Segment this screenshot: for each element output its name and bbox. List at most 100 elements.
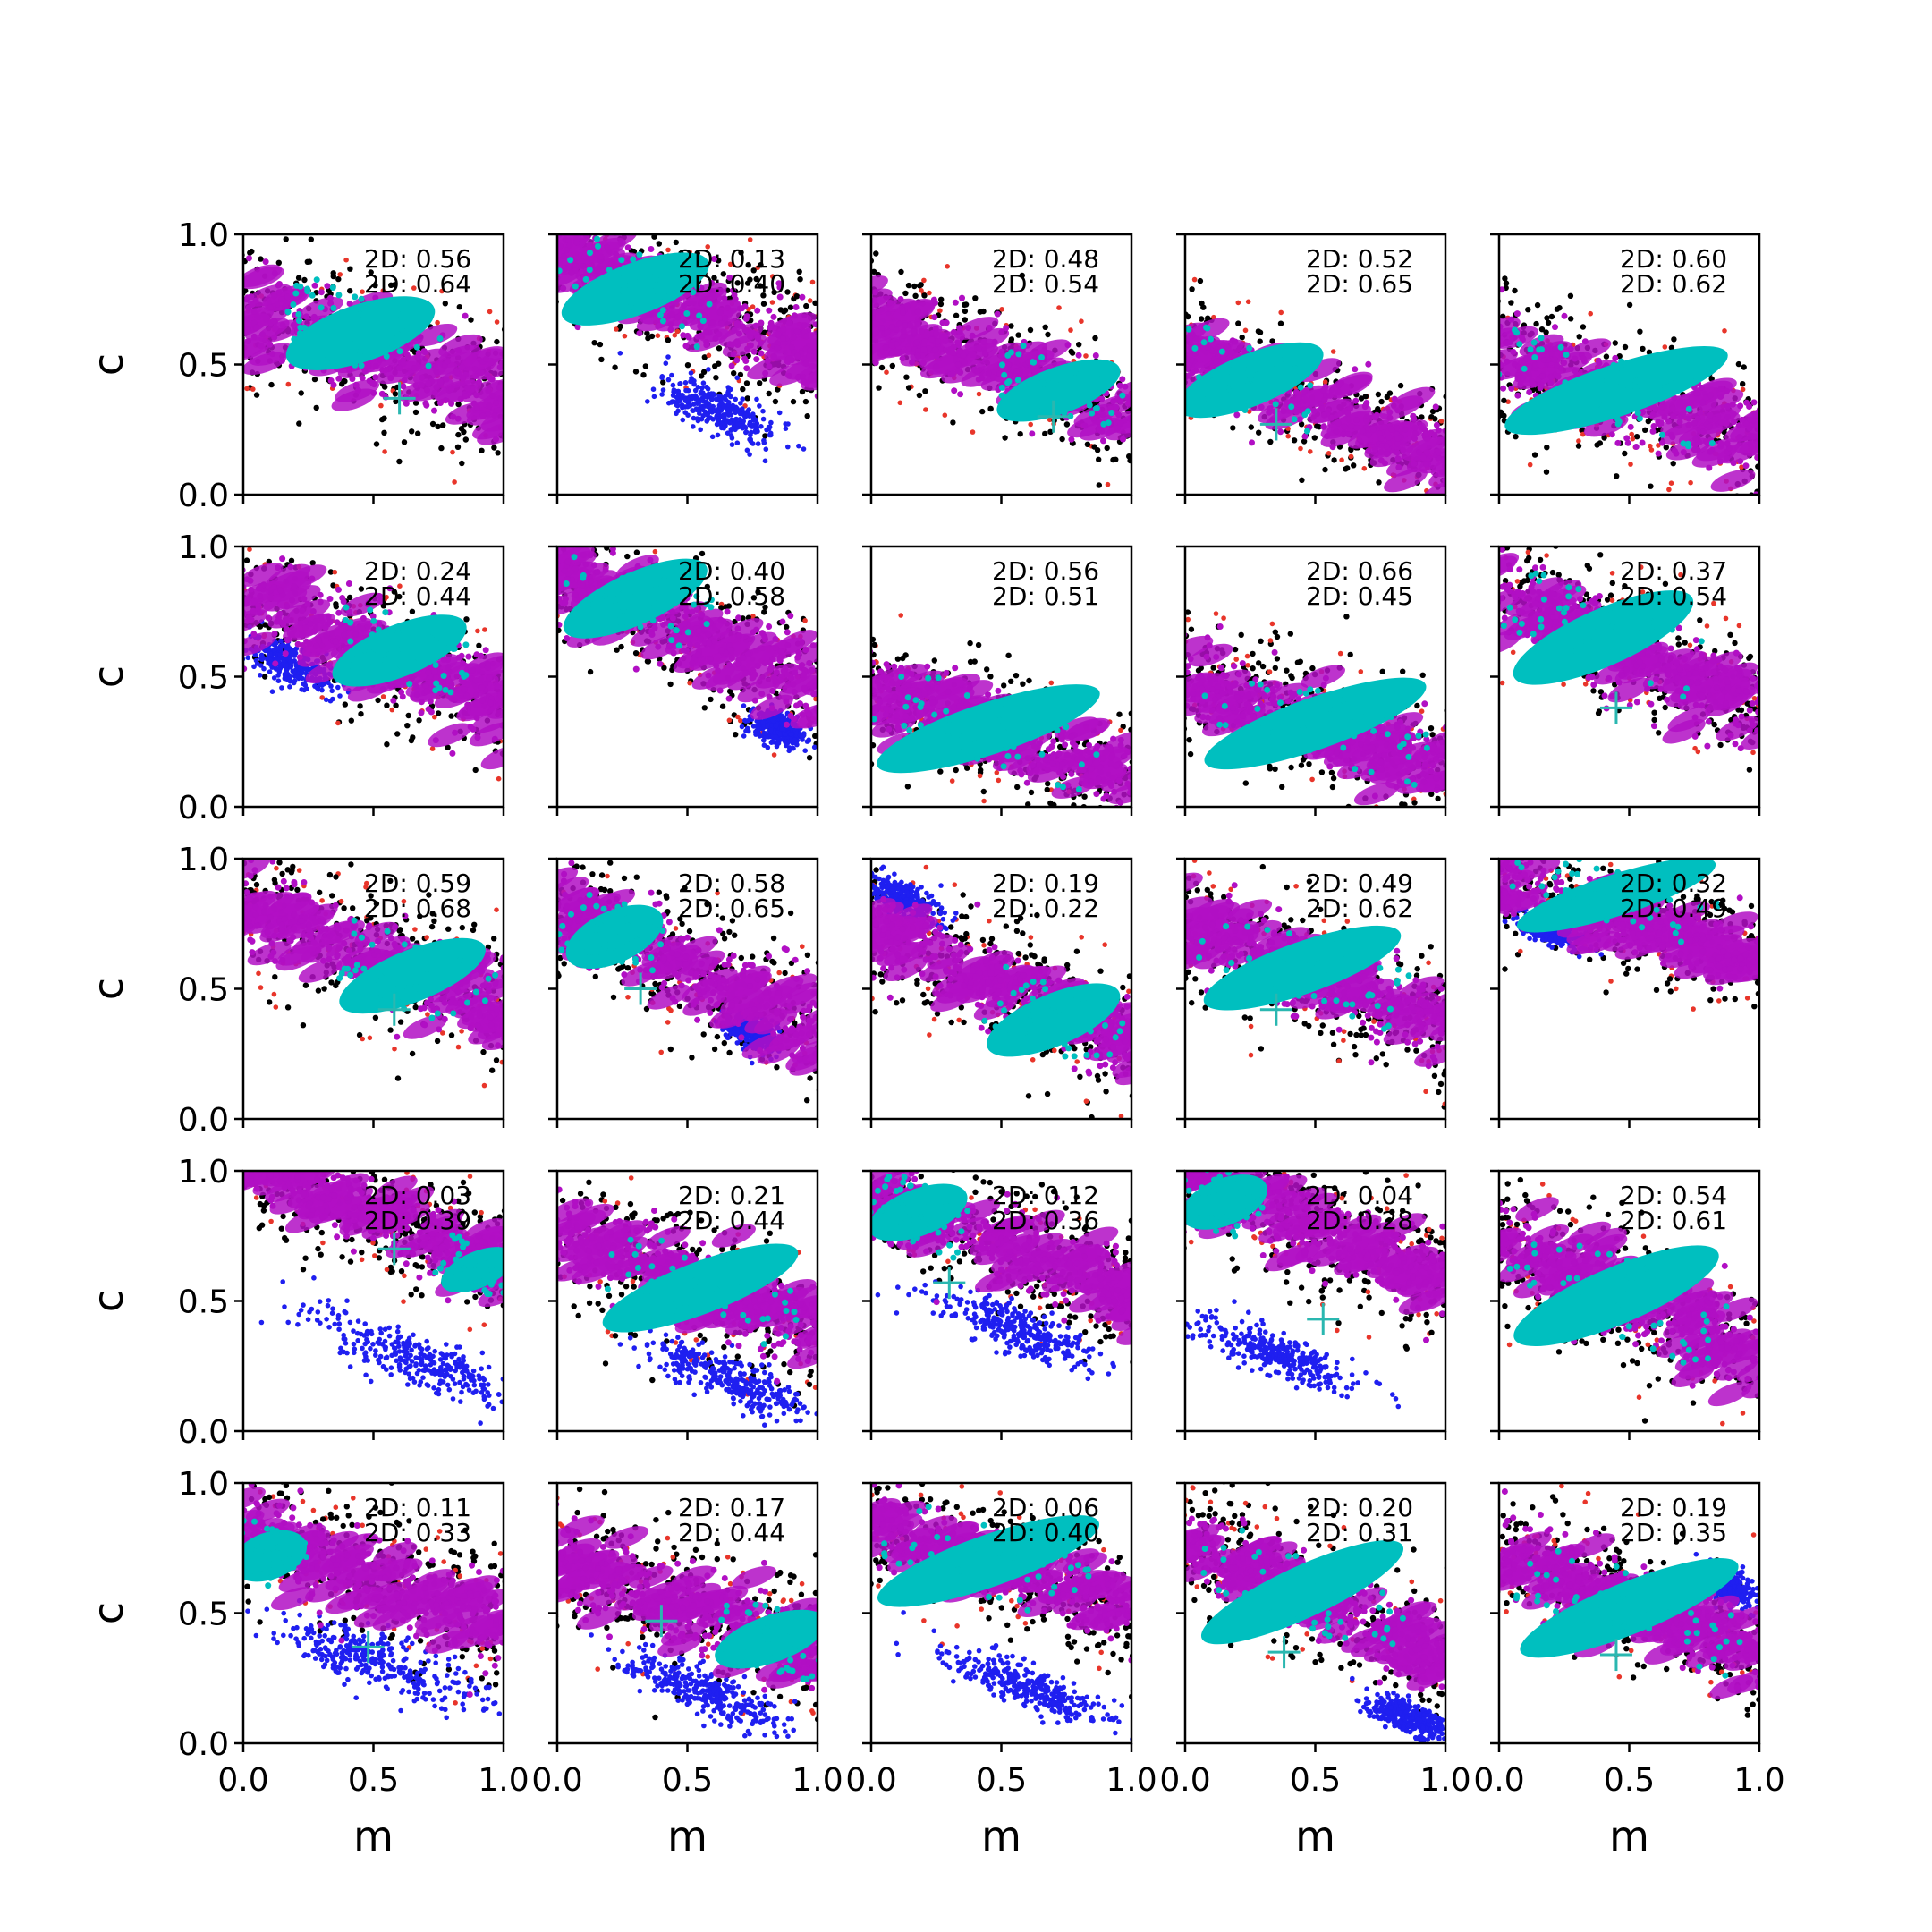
magenta-point	[667, 321, 674, 328]
black-point	[871, 268, 877, 275]
magenta-point	[491, 412, 498, 419]
magenta-point	[1393, 424, 1400, 431]
magenta-point	[1504, 340, 1511, 347]
magenta-point	[275, 282, 282, 289]
blue-point	[796, 443, 801, 449]
black-point	[368, 269, 374, 275]
magenta-point	[878, 325, 886, 331]
magenta-point	[1340, 431, 1347, 438]
magenta-point	[563, 247, 570, 254]
annotation-label: 2D: 0.64	[364, 269, 471, 299]
blue-point	[760, 416, 767, 422]
magenta-point	[335, 375, 343, 382]
true-value-marker	[1037, 400, 1070, 433]
magenta-point	[271, 334, 278, 341]
magenta-point	[262, 258, 269, 266]
black-point	[1512, 287, 1518, 294]
magenta-point	[496, 384, 503, 391]
black-point	[716, 360, 722, 367]
magenta-point	[752, 322, 759, 329]
magenta-point	[1432, 403, 1439, 411]
cyan-point	[358, 295, 365, 302]
magenta-point	[1712, 416, 1719, 423]
blue-point	[755, 441, 761, 446]
cyan-point	[306, 327, 313, 335]
red-point	[1361, 466, 1368, 471]
red-point	[1629, 431, 1634, 437]
blue-point	[669, 372, 674, 378]
blue-point	[695, 385, 701, 390]
blue-point	[689, 394, 695, 400]
magenta-point	[780, 335, 786, 342]
black-point	[261, 674, 268, 680]
cyan-point	[696, 312, 703, 319]
blue-point	[721, 425, 726, 431]
blue-point	[739, 407, 745, 412]
cyan-point	[1304, 428, 1310, 435]
magenta-point	[412, 382, 419, 389]
black-point	[665, 337, 672, 343]
magenta-point	[776, 293, 784, 301]
black-point	[468, 317, 474, 323]
blue-point	[651, 394, 657, 400]
magenta-point	[486, 402, 493, 410]
black-point	[1096, 482, 1103, 488]
black-point	[283, 236, 289, 242]
black-point	[1314, 423, 1320, 429]
black-point	[598, 356, 605, 363]
red-point	[807, 298, 813, 303]
magenta-point	[742, 315, 750, 322]
red-point	[494, 319, 500, 325]
magenta-point	[1124, 400, 1131, 407]
cyan-point	[323, 356, 330, 363]
magenta-point	[479, 412, 487, 419]
magenta-point	[973, 368, 980, 375]
annotation-label: 2D: 0.13	[678, 244, 785, 274]
blue-point	[763, 446, 769, 453]
black-point	[918, 282, 924, 288]
cyan-point	[636, 251, 643, 258]
black-point	[1670, 461, 1676, 467]
magenta-point	[1353, 417, 1360, 424]
blue-point	[706, 367, 711, 372]
magenta-point	[1700, 428, 1707, 436]
blue-point	[733, 410, 738, 416]
magenta-point	[741, 303, 749, 310]
red-point	[672, 332, 678, 338]
magenta-point	[812, 321, 818, 328]
red-point	[1298, 445, 1303, 452]
black-point	[301, 276, 308, 284]
cyan-point	[293, 282, 301, 289]
magenta-point	[943, 319, 950, 326]
red-point	[450, 449, 455, 455]
magenta-point	[785, 319, 792, 326]
black-point	[495, 450, 501, 456]
magenta-point	[1704, 440, 1711, 447]
magenta-point	[1296, 416, 1303, 423]
black-point	[296, 420, 302, 427]
blue-point	[785, 421, 791, 427]
magenta-point	[932, 346, 939, 353]
black-point	[1397, 382, 1404, 389]
cyan-point	[1256, 377, 1263, 384]
cyan-point	[1657, 386, 1665, 394]
cyan-point	[631, 274, 639, 281]
cyan-point	[1204, 395, 1211, 402]
black-point	[660, 379, 666, 386]
black-point	[1386, 390, 1394, 396]
magenta-point	[1499, 286, 1505, 293]
black-point	[1110, 456, 1116, 463]
magenta-point	[1736, 434, 1743, 441]
cyan-point	[567, 257, 574, 264]
magenta-point	[1365, 360, 1372, 368]
cyan-point	[1301, 411, 1309, 419]
magenta-point	[400, 360, 407, 368]
magenta-point	[1386, 414, 1394, 421]
magenta-point	[1623, 435, 1631, 442]
black-point	[1622, 450, 1628, 457]
black-point	[1257, 329, 1264, 335]
red-point	[1688, 479, 1693, 486]
magenta-point	[802, 360, 809, 367]
magenta-point	[1659, 439, 1665, 446]
